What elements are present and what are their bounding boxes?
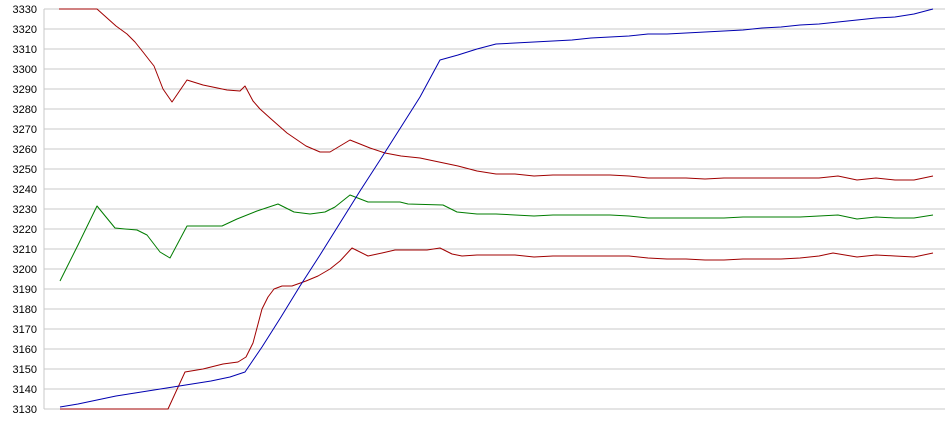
y-axis-tick-label: 3260 xyxy=(13,144,37,156)
y-axis-tick-label: 3180 xyxy=(13,304,37,316)
y-axis-tick-label: 3280 xyxy=(13,104,37,116)
y-axis-tick-label: 3200 xyxy=(13,264,37,276)
y-axis-tick-label: 3210 xyxy=(13,244,37,256)
series-lines xyxy=(59,8,934,410)
y-axis-tick-label: 3250 xyxy=(13,164,37,176)
y-axis-tick-label: 3140 xyxy=(13,384,37,396)
y-axis-tick-label: 3130 xyxy=(13,404,37,416)
y-axis-labels: 3330 3320 3310 3300 3290 3280 3270 3260 3250 3240… xyxy=(13,4,37,416)
y-axis-tick-label: 3330 xyxy=(13,4,37,16)
y-axis-tick-label: 3150 xyxy=(13,364,37,376)
upper-red-line xyxy=(59,8,934,181)
y-axis-tick-label: 3310 xyxy=(13,44,37,56)
y-axis-tick-label: 3170 xyxy=(13,324,37,336)
y-axis-tick-label: 3230 xyxy=(13,204,37,216)
gridlines xyxy=(44,8,945,410)
y-axis-tick-label: 3290 xyxy=(13,84,37,96)
y-axis-tick-label: 3270 xyxy=(13,124,37,136)
y-axis-tick-label: 3300 xyxy=(13,64,37,76)
y-axis-tick-label: 3160 xyxy=(13,344,37,356)
green-line xyxy=(59,194,934,282)
y-axis-tick-label: 3220 xyxy=(13,224,37,236)
y-axis-tick-label: 3240 xyxy=(13,184,37,196)
y-axis-tick-label: 3190 xyxy=(13,284,37,296)
lower-red-line xyxy=(60,247,934,410)
y-axis-tick-label: 3320 xyxy=(13,24,37,36)
blue-line xyxy=(59,8,934,408)
